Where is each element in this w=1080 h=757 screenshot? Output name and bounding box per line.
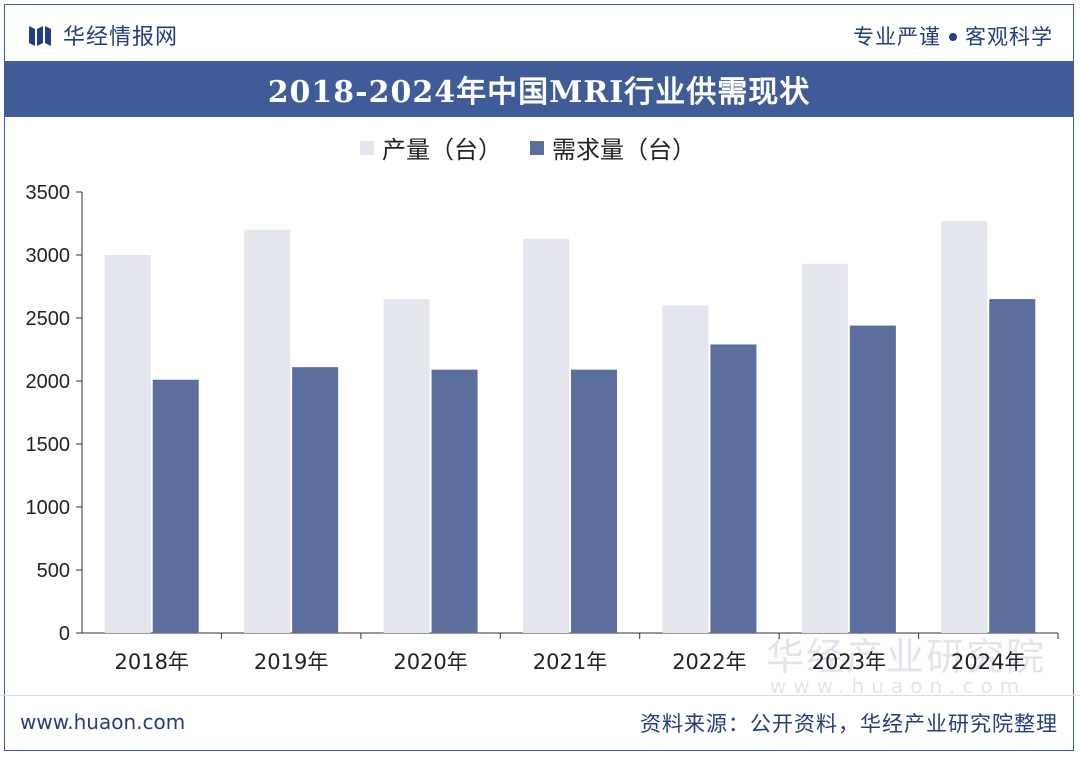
bar-production (383, 299, 430, 633)
bar-demand (571, 369, 617, 633)
y-tick-label: 3000 (26, 245, 71, 267)
bar-production (941, 220, 988, 634)
x-tick-label: 2020年 (393, 650, 467, 674)
motto: 专业严谨 客观科学 (853, 21, 1053, 51)
brand: 华经情报网 (27, 19, 178, 51)
x-tick-label: 2019年 (254, 650, 328, 674)
bar-demand (710, 344, 757, 633)
x-tick-label: 2022年 (672, 650, 746, 674)
brand-logo-icon (29, 26, 51, 46)
y-tick-label: 3500 (26, 182, 71, 204)
watermark-url: www.huaon.com (770, 674, 1027, 698)
footer-website: www.huaon.com (20, 710, 186, 734)
chart-title-bar: 2018-2024年中国MRI行业供需现状 (5, 61, 1073, 117)
top-bar: 华经情报网 专业严谨 客观科学 (5, 5, 1073, 61)
watermark-text: 华经产业研究院 (766, 635, 1047, 679)
legend-label-demand: 需求量（台） (552, 136, 696, 164)
x-tick-label: 2021年 (533, 650, 607, 674)
dot-separator-icon (949, 32, 957, 41)
footer-divider (0, 695, 1080, 696)
x-tick-label: 2018年 (114, 650, 188, 674)
x-tick-label: 2023年 (812, 650, 886, 674)
bar-production (523, 238, 569, 633)
motto-left: 专业严谨 (853, 25, 941, 49)
bar-demand (849, 325, 896, 633)
x-tick-label: 2024年 (951, 650, 1025, 674)
motto-right: 客观科学 (965, 25, 1053, 49)
chart-legend: 产量（台） 需求量（台） (360, 130, 696, 165)
bar-demand (431, 369, 478, 633)
chart-title: 2018-2024年中国MRI行业供需现状 (267, 75, 811, 110)
brand-name: 华经情报网 (63, 25, 179, 50)
bar-production (244, 229, 291, 634)
bar-production (662, 305, 709, 633)
y-tick-label: 1000 (26, 497, 71, 519)
legend-item-production: 产量（台） (360, 130, 502, 165)
legend-label-production: 产量（台） (382, 136, 502, 164)
bar-demand (989, 299, 1036, 633)
bar-production (801, 263, 848, 633)
bar-production (104, 255, 151, 633)
bar-demand (292, 367, 339, 633)
legend-item-demand: 需求量（台） (530, 130, 696, 165)
bar-demand (152, 379, 199, 633)
y-tick-label: 1500 (26, 434, 71, 456)
footer-source: 资料来源：公开资料，华经产业研究院整理 (640, 712, 1058, 736)
y-tick-label: 500 (37, 560, 70, 582)
legend-swatch-production (360, 140, 374, 155)
y-tick-label: 2500 (26, 308, 71, 330)
y-tick-label: 2000 (26, 371, 71, 393)
y-tick-label: 0 (59, 623, 70, 645)
legend-swatch-demand (530, 140, 544, 155)
